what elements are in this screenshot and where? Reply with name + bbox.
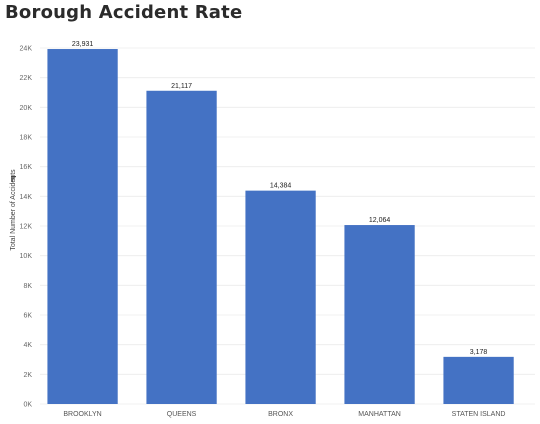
bar-bronx[interactable] (245, 190, 316, 404)
y-tick-label: 12K (20, 224, 33, 231)
y-tick-label: 6K (23, 313, 32, 320)
bar-manhattan[interactable] (344, 225, 415, 404)
data-label: 3,178 (470, 349, 488, 356)
y-tick-label: 22K (20, 75, 33, 82)
x-tick-label: QUEENS (167, 411, 197, 418)
data-label: 21,117 (171, 83, 192, 90)
y-tick-label: 8K (23, 283, 32, 290)
x-axis-labels: BROOKLYN QUEENS BRONX MANHATTAN STATEN ISLAN… (63, 411, 505, 418)
x-tick-label: BRONX (268, 411, 293, 418)
y-tick-label: 2K (23, 372, 32, 379)
y-tick-label: 24K (20, 46, 33, 53)
y-tick-label: 14K (20, 194, 33, 201)
x-tick-label: STATEN ISLAND (452, 411, 506, 418)
y-tick-label: 16K (20, 164, 33, 171)
y-axis-ticks: 0K 2K 4K 6K 8K 10K 12K 14K 16K 18K 20K 22K 24K (20, 46, 33, 409)
data-labels: 23,931 21,117 14,384 12,064 3,178 (72, 41, 488, 356)
y-tick-label: 4K (23, 342, 32, 349)
y-tick-label: 18K (20, 135, 33, 142)
data-label: 14,384 (270, 183, 292, 190)
chart-title: Borough Accident Rate (5, 2, 243, 23)
bar-staten-island[interactable] (443, 356, 514, 404)
y-axis-label: Total Number of Accidents (10, 169, 17, 251)
data-label: 12,064 (369, 217, 391, 224)
sort-icon[interactable] (11, 176, 16, 182)
x-tick-label: MANHATTAN (358, 411, 401, 418)
bars (47, 49, 514, 405)
y-tick-label: 10K (20, 253, 33, 260)
bar-queens[interactable] (146, 90, 217, 405)
y-tick-label: 20K (20, 105, 33, 112)
data-label: 23,931 (72, 41, 94, 48)
y-tick-label: 0K (23, 402, 32, 409)
bar-brooklyn[interactable] (47, 49, 118, 404)
x-tick-label: BROOKLYN (63, 411, 101, 418)
